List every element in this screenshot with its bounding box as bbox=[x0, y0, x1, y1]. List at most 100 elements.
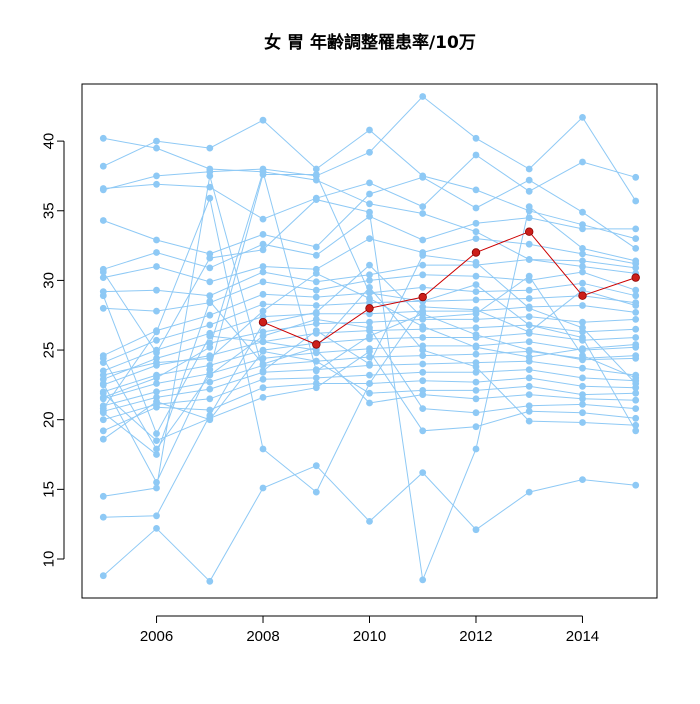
series-13-point bbox=[632, 316, 640, 323]
series-21-point bbox=[472, 387, 480, 394]
series-30-point bbox=[472, 306, 480, 314]
series-23-point bbox=[312, 316, 320, 323]
series-28-point bbox=[153, 512, 160, 520]
series-30-point bbox=[99, 405, 107, 412]
series-5-point bbox=[579, 208, 586, 216]
series-23-point bbox=[525, 402, 533, 410]
series-17-point bbox=[472, 350, 480, 358]
series-31-point bbox=[579, 245, 586, 252]
series-29-point bbox=[419, 469, 427, 476]
series-21-point bbox=[312, 357, 320, 365]
x-axis: 2006 2008 2010 2012 2014 bbox=[140, 615, 599, 645]
series-4-point bbox=[419, 203, 427, 211]
series-20-point bbox=[472, 378, 480, 386]
series-6-point bbox=[579, 225, 586, 233]
series-14-point bbox=[632, 325, 640, 333]
series-23-point bbox=[579, 401, 586, 408]
series-21-point bbox=[525, 382, 533, 390]
series-7-point bbox=[206, 278, 214, 286]
series-26-point bbox=[366, 289, 373, 297]
series-13-point bbox=[579, 318, 586, 326]
series-33-point bbox=[579, 345, 586, 353]
series-25-point bbox=[419, 346, 427, 354]
series-10-point bbox=[525, 286, 533, 294]
series-2-point bbox=[259, 116, 267, 124]
series-9-point bbox=[366, 277, 373, 284]
series-6-point bbox=[525, 214, 533, 222]
series-6-point bbox=[632, 225, 640, 233]
series-5-point bbox=[366, 190, 373, 198]
series-33-point bbox=[312, 270, 320, 277]
series-21-point bbox=[366, 389, 373, 397]
series-31-point bbox=[99, 268, 107, 276]
series-32-point bbox=[366, 332, 373, 340]
series-10-point bbox=[259, 290, 267, 298]
series-24-point bbox=[153, 437, 160, 444]
series-9-point bbox=[632, 286, 640, 294]
series-23-point bbox=[632, 405, 640, 412]
series-15-point bbox=[419, 334, 427, 341]
series-33-point bbox=[419, 323, 427, 330]
series-12-point bbox=[259, 313, 267, 320]
series-27-point bbox=[632, 380, 640, 387]
series-7-point bbox=[472, 235, 480, 243]
series-6-point bbox=[153, 249, 160, 256]
highlight-point bbox=[471, 248, 481, 257]
series-line-2 bbox=[103, 119, 636, 240]
series-22-point bbox=[525, 391, 533, 398]
series-1-point bbox=[472, 228, 480, 236]
series-32-point bbox=[99, 394, 107, 401]
series-3-point bbox=[525, 165, 533, 173]
series-9-point bbox=[99, 304, 107, 312]
series-24-point bbox=[419, 427, 427, 435]
series-26-point bbox=[579, 334, 586, 341]
series-6-point bbox=[419, 236, 427, 244]
series-31-point bbox=[259, 246, 267, 254]
series-3-point bbox=[366, 148, 373, 156]
series-7-point bbox=[579, 250, 586, 258]
x-tick-label: 2010 bbox=[353, 628, 386, 645]
series-1-point bbox=[366, 200, 373, 208]
series-26-point bbox=[525, 321, 533, 329]
series-5-point bbox=[259, 231, 267, 238]
series-31-point bbox=[366, 208, 373, 216]
highlight-point bbox=[418, 292, 427, 302]
highlight-point bbox=[631, 273, 640, 282]
series-23-point bbox=[206, 371, 214, 379]
y-tick-label: 20 bbox=[41, 411, 58, 428]
series-32-point bbox=[525, 346, 533, 354]
series-7-point bbox=[153, 263, 160, 270]
series-line-6 bbox=[103, 215, 636, 270]
series-1-point bbox=[419, 210, 427, 217]
series-11-point bbox=[153, 336, 160, 344]
series-17-point bbox=[153, 388, 160, 396]
series-29-point bbox=[259, 484, 267, 492]
series-30-point bbox=[206, 194, 214, 202]
series-29-point bbox=[472, 526, 480, 534]
series-25-point bbox=[366, 284, 373, 291]
series-29-point bbox=[632, 481, 640, 489]
series-29-point bbox=[366, 518, 373, 525]
series-11-point bbox=[525, 295, 533, 302]
series-29-point bbox=[525, 488, 533, 496]
series-24-point bbox=[366, 348, 373, 355]
series-22-point bbox=[259, 338, 267, 346]
series-33-point bbox=[99, 371, 107, 379]
highlight-point bbox=[312, 340, 321, 349]
series-23-point bbox=[419, 405, 427, 412]
series-18-point bbox=[419, 360, 427, 368]
series-22-point bbox=[153, 430, 160, 437]
series-9-point bbox=[419, 271, 427, 279]
series-26-point bbox=[153, 479, 160, 486]
series-27-point bbox=[579, 324, 586, 332]
series-8-point bbox=[259, 268, 267, 276]
series-27-point bbox=[206, 172, 214, 180]
x-tick-label: 2008 bbox=[246, 628, 279, 645]
series-33-point bbox=[206, 355, 214, 362]
series-22-point bbox=[472, 395, 480, 403]
series-28-point bbox=[312, 309, 320, 316]
series-2-point bbox=[153, 137, 160, 145]
series-30-point bbox=[525, 328, 533, 336]
y-axis: 10 15 20 25 30 35 40 bbox=[41, 133, 65, 567]
